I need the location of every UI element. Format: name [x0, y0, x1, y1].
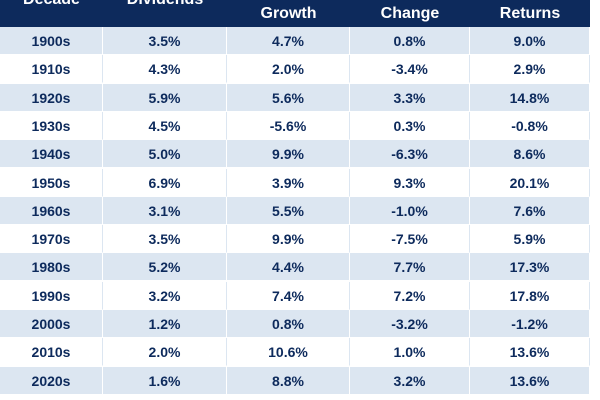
table-cell: 7.2%	[350, 281, 470, 310]
table-row: 2020s 1.6% 8.8% 3.2% 13.6%	[0, 366, 590, 395]
table-cell: 5.2%	[103, 253, 227, 282]
table-cell: 9.9%	[227, 140, 350, 169]
table-row: 2010s 2.0% 10.6% 1.0% 13.6%	[0, 338, 590, 367]
table-cell: -3.4%	[350, 55, 470, 84]
table-cell: 1.2%	[103, 310, 227, 338]
header-cell: Decade	[0, 0, 112, 9]
table-cell: 1990s	[0, 281, 103, 310]
table-cell: 0.8%	[227, 310, 350, 338]
table-cell: 13.6%	[470, 338, 590, 367]
table-cell: 17.3%	[470, 253, 590, 282]
table-cell: 10.6%	[227, 338, 350, 367]
table-cell: 4.3%	[103, 55, 227, 84]
table-cell: -3.2%	[350, 310, 470, 338]
table-cell: 7.6%	[470, 196, 590, 225]
table-cell: 3.9%	[227, 168, 350, 197]
table-cell: 1910s	[0, 55, 103, 84]
table-row: 1920s 5.9% 5.6% 3.3% 14.8%	[0, 83, 590, 112]
table-cell: 6.9%	[103, 168, 227, 197]
table-cell: 2020s	[0, 366, 103, 395]
table-row: 2000s 1.2% 0.8% -3.2% -1.2%	[0, 310, 590, 338]
table-row: 1990s 3.2% 7.4% 7.2% 17.8%	[0, 281, 590, 310]
table-row: 1970s 3.5% 9.9% -7.5% 5.9%	[0, 225, 590, 254]
table-cell: 2.9%	[470, 55, 590, 84]
table-cell: 3.2%	[103, 281, 227, 310]
header-cell: Returns	[499, 5, 561, 22]
table-cell: 9.3%	[350, 168, 470, 197]
table-cell: 4.5%	[103, 111, 227, 140]
table-header: DecadeDividends Growth Change Returns	[0, 0, 590, 27]
table-cell: 9.9%	[227, 225, 350, 254]
table-cell: -1.0%	[350, 196, 470, 225]
table-cell: 4.7%	[227, 27, 350, 55]
table-cell: 3.1%	[103, 196, 227, 225]
table-row: 1940s 5.0% 9.9% -6.3% 8.6%	[0, 140, 590, 169]
header-cell: Growth	[260, 5, 317, 22]
table-cell: 3.5%	[103, 27, 227, 55]
table-cell: 8.6%	[470, 140, 590, 169]
table-cell: 0.8%	[350, 27, 470, 55]
table-cell: 1.0%	[350, 338, 470, 367]
table-cell: 3.5%	[103, 225, 227, 254]
table-cell: 1960s	[0, 196, 103, 225]
table-cell: 2010s	[0, 338, 103, 367]
table-cell: 8.8%	[227, 366, 350, 395]
table-row: 1900s 3.5% 4.7% 0.8% 9.0%	[0, 27, 590, 55]
table-row: 1910s 4.3% 2.0% -3.4% 2.9%	[0, 55, 590, 84]
table-cell: 3.2%	[350, 366, 470, 395]
table-cell: 0.3%	[350, 111, 470, 140]
table-cell: 1980s	[0, 253, 103, 282]
table-cell: 5.0%	[103, 140, 227, 169]
table-cell: 1900s	[0, 27, 103, 55]
table-row: 1930s 4.5% -5.6% 0.3% -0.8%	[0, 111, 590, 140]
table-cell: 17.8%	[470, 281, 590, 310]
header-cell: Change	[380, 5, 440, 22]
table-cell: -0.8%	[470, 111, 590, 140]
table-cell: -7.5%	[350, 225, 470, 254]
table-cell: 2000s	[0, 310, 103, 338]
table-cell: 1970s	[0, 225, 103, 254]
table-row: 1960s 3.1% 5.5% -1.0% 7.6%	[0, 196, 590, 225]
table-cell: 14.8%	[470, 83, 590, 112]
table-cell: 7.4%	[227, 281, 350, 310]
table-cell: 1.6%	[103, 366, 227, 395]
table-cell: 3.3%	[350, 83, 470, 112]
table-cell: 4.4%	[227, 253, 350, 282]
table-cell: 2.0%	[227, 55, 350, 84]
table-cell: 5.6%	[227, 83, 350, 112]
table-row: 1980s 5.2% 4.4% 7.7% 17.3%	[0, 253, 590, 282]
table-cell: 7.7%	[350, 253, 470, 282]
table-cell: 2.0%	[103, 338, 227, 367]
table-cell: -1.2%	[470, 310, 590, 338]
table-cell: 1930s	[0, 111, 103, 140]
header-cell: Dividends	[105, 0, 225, 9]
table-cell: 5.9%	[103, 83, 227, 112]
table-cell: 1940s	[0, 140, 103, 169]
table-cell: 5.5%	[227, 196, 350, 225]
table-cell: 1920s	[0, 83, 103, 112]
table-cell: 13.6%	[470, 366, 590, 395]
table-cell: 5.9%	[470, 225, 590, 254]
table-cell: 20.1%	[470, 168, 590, 197]
table-cell: 9.0%	[470, 27, 590, 55]
table-cell: 1950s	[0, 168, 103, 197]
table-row: 1950s 6.9% 3.9% 9.3% 20.1%	[0, 168, 590, 197]
table-cell: -5.6%	[227, 111, 350, 140]
table-cell: -6.3%	[350, 140, 470, 169]
